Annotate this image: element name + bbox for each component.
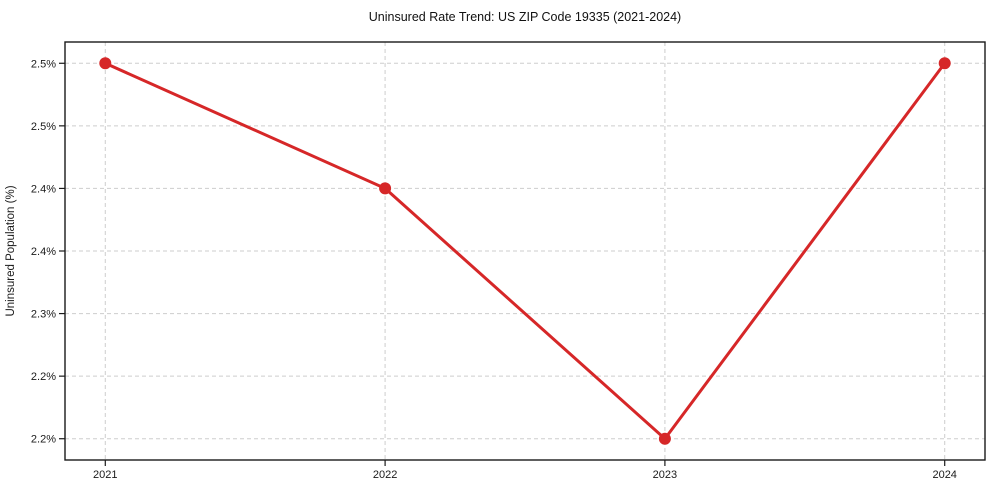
- x-tick-label: 2022: [373, 469, 397, 481]
- y-tick-label: 2.3%: [31, 309, 56, 321]
- data-point: [379, 182, 392, 195]
- x-tick-label: 2021: [93, 469, 117, 481]
- y-tick-label: 2.5%: [31, 121, 56, 133]
- data-series: [99, 57, 951, 445]
- y-tick-label: 2.2%: [31, 371, 56, 383]
- x-tick-label: 2023: [653, 469, 677, 481]
- data-point: [99, 57, 112, 70]
- plot-area-border: [64, 41, 986, 461]
- axis-ticks-and-labels: 2.2% 2.2% 2.3% 2.4% 2.4% 2.5% 2.5% 2021 2022 2023…: [31, 58, 957, 481]
- y-tick-label: 2.4%: [31, 183, 56, 195]
- y-tick-label: 2.4%: [31, 246, 56, 258]
- y-axis-label: Uninsured Population (%): [5, 185, 17, 316]
- x-tick-label: 2024: [932, 469, 956, 481]
- y-tick-label: 2.2%: [31, 434, 56, 446]
- chart-title: Uninsured Rate Trend: US ZIP Code 19335 …: [369, 10, 681, 24]
- y-tick-label: 2.5%: [31, 58, 56, 70]
- data-point: [938, 57, 951, 70]
- data-point: [658, 432, 671, 445]
- trend-line: [103, 61, 947, 441]
- gridlines: [65, 42, 985, 460]
